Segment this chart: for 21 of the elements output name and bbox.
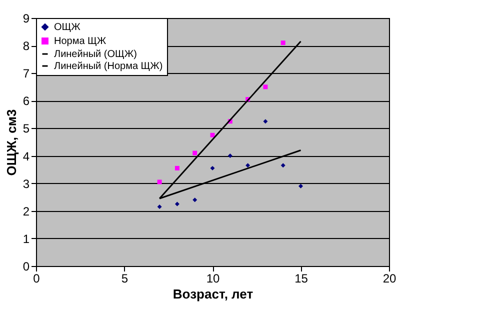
- legend-label: Линейный (ОЩЖ): [54, 49, 137, 60]
- y-tick-label: 1: [22, 232, 30, 246]
- legend-label: Норма ЩЖ: [54, 36, 107, 47]
- x-tick-label: 20: [382, 272, 396, 286]
- y-tick-label: 7: [22, 66, 30, 81]
- y-tick-label: 0: [22, 260, 30, 274]
- y-tick-label: 9: [22, 12, 30, 26]
- legend-label: Линейный (Норма ЩЖ): [54, 61, 163, 72]
- y-tick-label: 3: [22, 176, 30, 191]
- y-tick-label: 2: [22, 204, 30, 218]
- x-tick-label: 5: [121, 272, 128, 286]
- x-tick-label: 10: [206, 272, 220, 286]
- y-tick-label: 4: [22, 149, 30, 164]
- y-tick-label: 6: [22, 94, 30, 108]
- y-tick-label: 8: [22, 39, 30, 54]
- x-tick-label: 15: [294, 272, 308, 286]
- legend-label: ОЩЖ: [54, 22, 82, 33]
- y-tick-label: 5: [22, 122, 30, 136]
- y-axis-title: ОЩЖ, см3: [4, 109, 19, 176]
- x-axis-title: Возраст, лет: [172, 286, 254, 302]
- x-tick-label: 0: [33, 272, 40, 286]
